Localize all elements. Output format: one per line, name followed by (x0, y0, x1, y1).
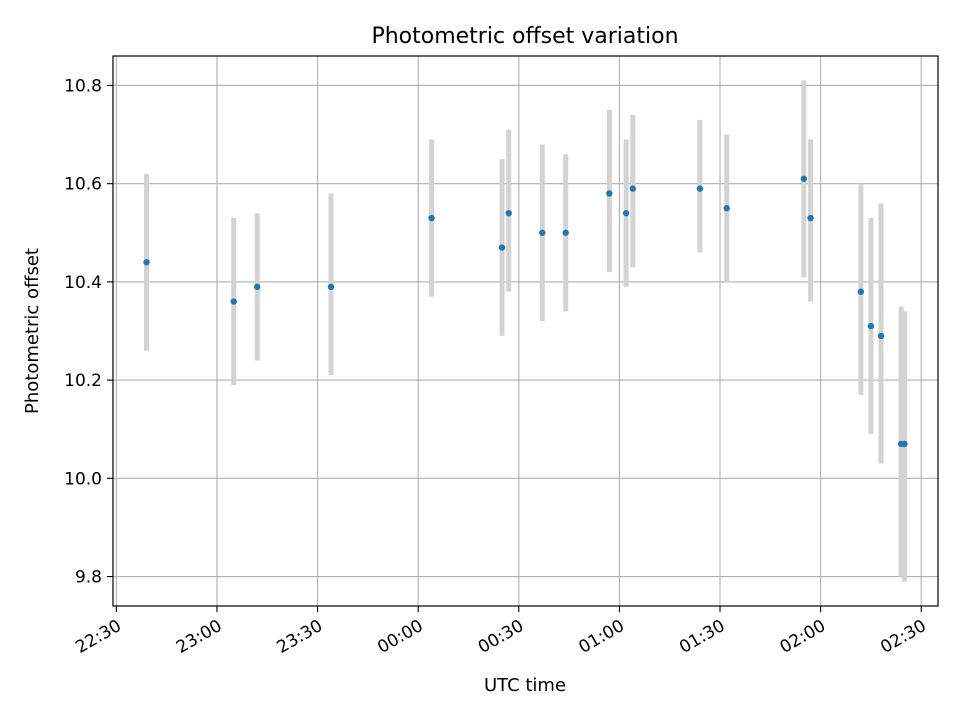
data-point (428, 214, 435, 222)
y-tick-label: 10.0 (64, 469, 102, 489)
data-point (230, 298, 237, 305)
data-point (857, 288, 865, 295)
data-point (723, 205, 730, 212)
data-point (622, 209, 630, 217)
data-point (807, 214, 814, 222)
data-point (143, 259, 150, 266)
y-tick-label: 9.8 (75, 568, 102, 588)
data-point (696, 185, 704, 192)
data-point (901, 440, 908, 448)
data-point (877, 332, 885, 340)
data-point (539, 229, 546, 236)
data-point (606, 190, 613, 197)
grid-layer (113, 56, 938, 606)
data-point (800, 175, 808, 182)
y-axis-label: Photometric offset (22, 248, 43, 414)
y-tick-label: 10.2 (64, 371, 102, 391)
point-layer (143, 175, 908, 448)
data-point (498, 244, 506, 251)
data-point (505, 209, 512, 217)
y-tick-label: 10.4 (64, 273, 102, 293)
data-point (327, 283, 335, 291)
data-point (562, 229, 569, 236)
x-axis-label: UTC time (484, 675, 566, 696)
chart-title: Photometric offset variation (371, 24, 678, 49)
data-point (629, 185, 637, 192)
data-point (254, 283, 261, 291)
y-axis-ticks: 9.8 10.0 10.2 10.4 10.6 10.8 (64, 76, 113, 588)
y-tick-label: 10.6 (64, 175, 102, 195)
data-point (867, 322, 875, 330)
plot-area-frame (112, 55, 939, 607)
y-tick-label: 10.8 (64, 76, 102, 96)
